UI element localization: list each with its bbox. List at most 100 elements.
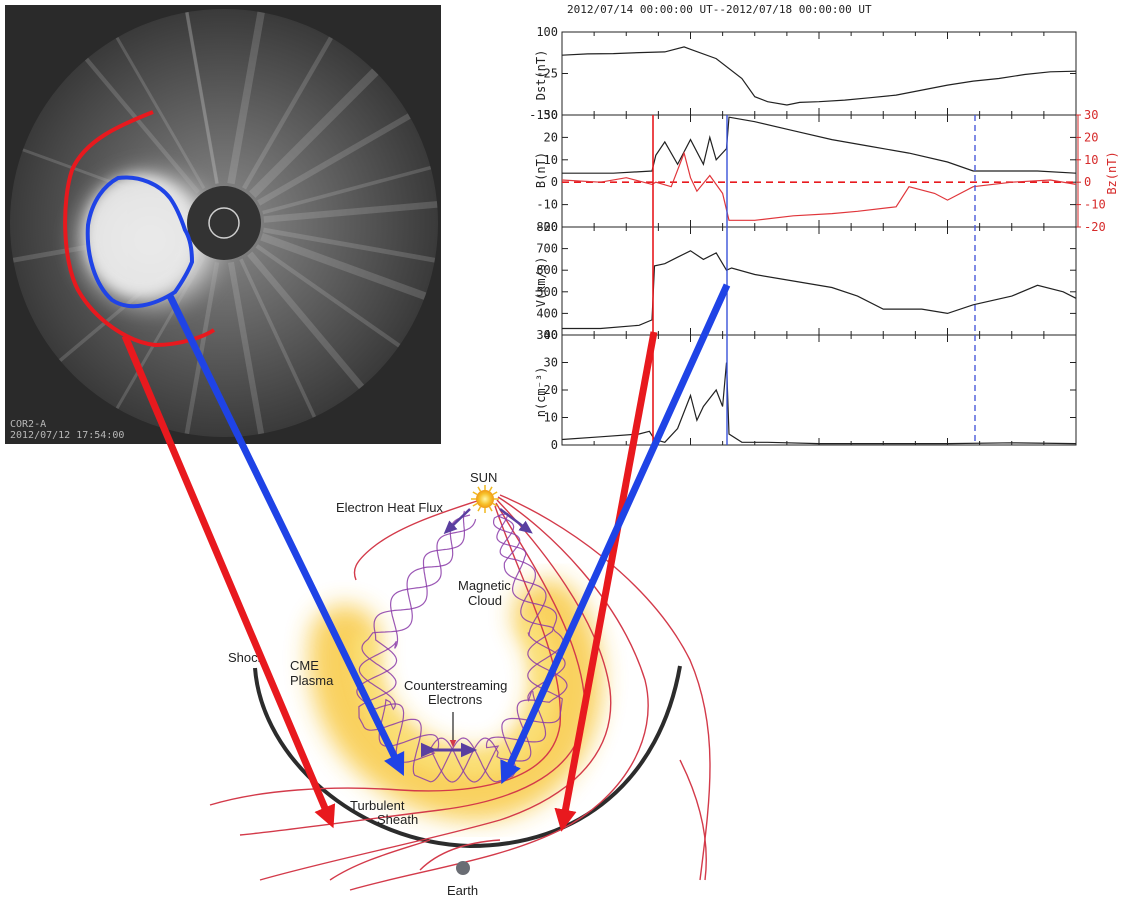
panel-Dst-frame <box>561 31 1077 116</box>
bz-tick-label: 30 <box>1084 108 1098 122</box>
shock-front-outline <box>63 110 216 348</box>
turbulent-sheath-label-1: Turbulent <box>350 798 405 813</box>
y-tick-label-B: 30 <box>544 108 558 122</box>
y-tick-label-n: 30 <box>544 356 558 370</box>
occulter-disk <box>187 186 261 260</box>
image-timestamp: 2012/07/12 17:54:00 <box>10 430 124 441</box>
streamer-ray <box>262 227 438 264</box>
connector-arrows <box>121 283 731 832</box>
coronagraph-image: COR2-A 2012/07/12 17:54:00 <box>5 5 441 444</box>
y-tick-label-V: 800 <box>536 220 558 234</box>
counterstreaming-label-1: Counterstreaming <box>404 678 507 693</box>
magnetic-cloud-label-1: Magnetic <box>458 578 511 593</box>
streamer-ray <box>263 200 438 223</box>
y-tick-label-n: 40 <box>544 328 558 342</box>
helix-strand <box>358 512 568 783</box>
sun-ray <box>477 506 482 512</box>
y-tick-label-V: 600 <box>536 263 558 277</box>
counterstreaming-label-2: Electrons <box>428 692 483 707</box>
shock-front <box>253 665 682 849</box>
y-tick-label-V: 500 <box>536 285 558 299</box>
series-line-B-Bz <box>561 151 1077 221</box>
streamer-ray <box>249 64 383 198</box>
bz-tick-label: 20 <box>1084 130 1098 144</box>
y-tick-label-n: 10 <box>544 411 558 425</box>
magnetic-cloud-outline <box>85 175 195 309</box>
sun-ray <box>488 486 493 492</box>
y-tick-label-Dst: -25 <box>536 67 558 81</box>
heat-flux-arrow-left <box>443 508 471 535</box>
coronal-streamers <box>10 9 438 437</box>
y-axis-label-V: V(km/s) <box>534 257 548 308</box>
y-tick-label-V: 400 <box>536 306 558 320</box>
y-axis-label-B: B(nT) <box>534 152 548 188</box>
bz-tick-label: -10 <box>1084 198 1106 212</box>
streamer-ray <box>262 164 437 215</box>
streamer-ray <box>247 251 368 394</box>
y-tick-label-V: 300 <box>536 328 558 342</box>
sun-ray <box>477 486 482 492</box>
y-tick-label-B: 20 <box>544 130 558 144</box>
y-tick-label-B: -10 <box>536 198 558 212</box>
cloud-arrow-from-image <box>166 294 405 777</box>
y-axis-label-n: n(cm⁻³) <box>534 367 548 418</box>
panel-V-frame <box>561 226 1077 336</box>
streamer-ray <box>239 258 319 424</box>
timeseries-title: 2012/07/14 00:00:00 UT--2012/07/18 00:00… <box>567 3 872 16</box>
sun-ray <box>472 491 478 496</box>
helix-strand <box>358 514 564 783</box>
cme-label-1: CME <box>290 658 319 673</box>
y-tick-label-B: 0 <box>551 175 558 189</box>
sun-label: SUN <box>470 470 497 485</box>
y-axis-label-Dst: Dst(nT) <box>534 50 548 101</box>
series-line-n <box>561 362 1077 445</box>
bz-tick-label: 0 <box>1084 175 1091 189</box>
series-line-Dst <box>561 46 1077 106</box>
streamer-ray <box>184 9 219 184</box>
sun-icon <box>471 485 499 513</box>
earth-icon <box>456 861 470 875</box>
helix-strand <box>356 510 566 783</box>
streamer-ray <box>184 9 219 184</box>
magnetic-cloud-helix <box>356 510 568 783</box>
cme-label-2: Plasma <box>290 673 334 688</box>
cme-plasma-inner <box>352 616 557 777</box>
sheath-arrow-from-timeseries <box>554 331 658 832</box>
y-tick-label-n: 0 <box>551 438 558 452</box>
turbulent-sheath-label-2: Sheath <box>377 812 418 827</box>
streamer-ray <box>257 110 417 206</box>
bz-tick-label: 10 <box>1084 153 1098 167</box>
field-line <box>499 494 711 881</box>
y-tick-label-Dst: -150 <box>529 108 558 122</box>
series-line-B-B <box>562 116 1077 174</box>
cloud-arrow-from-timeseries <box>500 283 731 785</box>
bz-tick-label: -20 <box>1084 220 1106 234</box>
y-tick-label-B: 10 <box>544 153 558 167</box>
streamer-ray <box>255 244 406 351</box>
instrument-label: COR2-A <box>10 419 46 430</box>
electron-heat-flux-label: Electron Heat Flux <box>336 500 443 515</box>
magnetic-cloud-label-2: Cloud <box>468 593 502 608</box>
y-tick-label-V: 700 <box>536 242 558 256</box>
heat-flux-arrow-right <box>499 508 533 534</box>
field-line <box>353 499 481 581</box>
bz-axis-label: Bz(nT) <box>1105 151 1119 194</box>
sun-limb-circle <box>208 207 240 239</box>
sun-ray <box>488 506 493 512</box>
sheath-arrow-from-image <box>121 334 336 829</box>
y-tick-label-n: 20 <box>544 383 558 397</box>
streamer-ray <box>260 233 433 302</box>
field-line <box>259 499 612 881</box>
streamer-ray <box>112 31 206 190</box>
sun-ray <box>492 491 498 496</box>
streamer-ray <box>242 31 336 190</box>
shock-label: Shock <box>228 650 265 665</box>
sun-ray <box>472 502 478 507</box>
y-tick-label-B: -20 <box>536 220 558 234</box>
streamer-ray <box>227 261 266 437</box>
earth-label: Earth <box>447 883 478 898</box>
y-tick-label-Dst: 100 <box>536 25 558 39</box>
series-line-V <box>562 250 1077 330</box>
cme-inner-glow <box>85 175 195 295</box>
